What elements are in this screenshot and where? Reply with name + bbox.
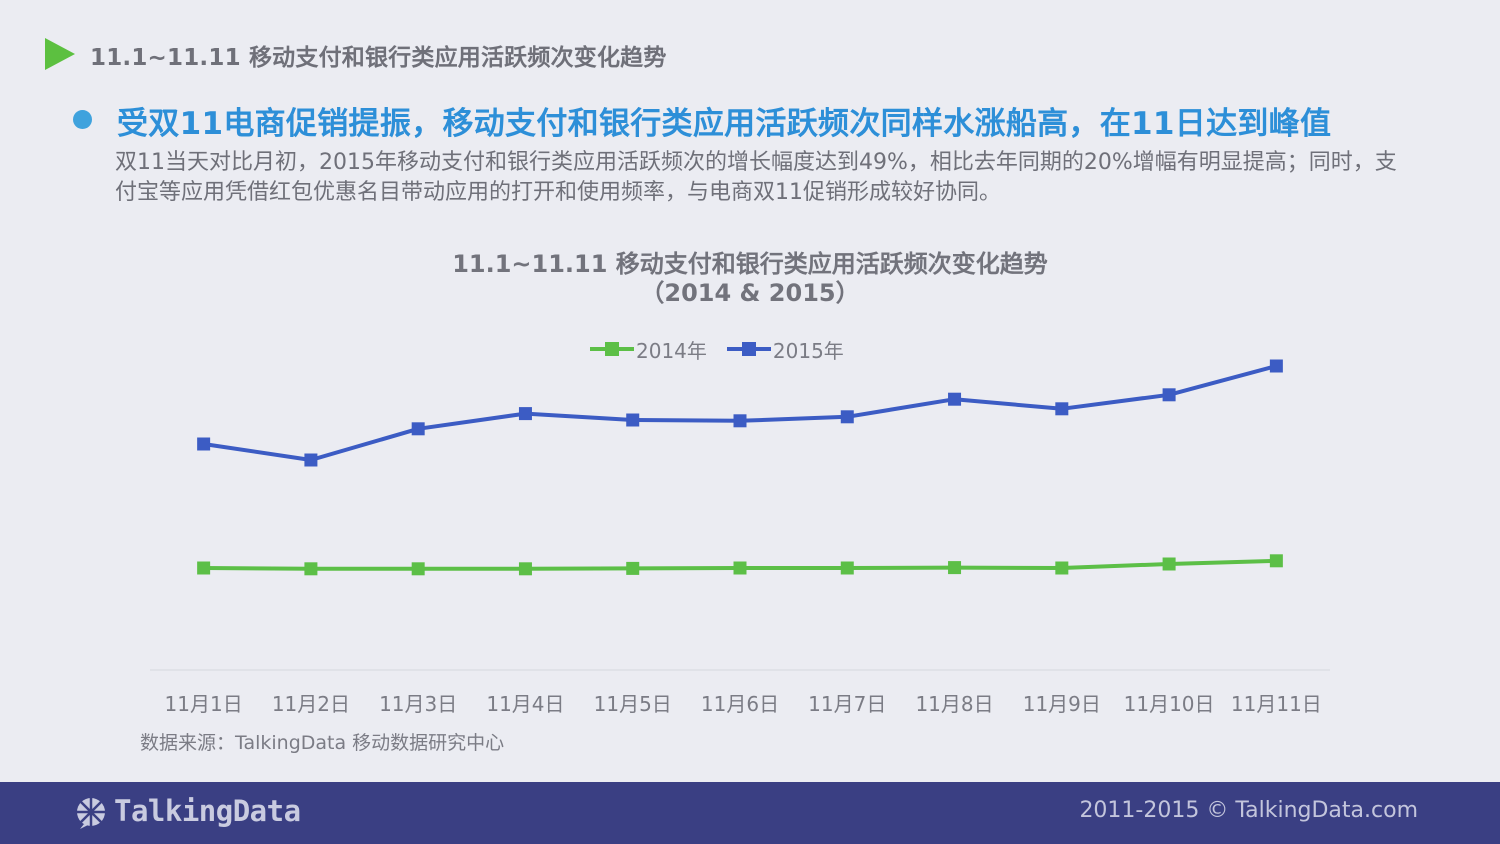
x-tick-label: 11月5日 <box>594 692 672 716</box>
legend-label-2014: 2014年 <box>636 338 707 363</box>
legend-swatch-2014 <box>590 339 634 359</box>
headline: 受双11电商促销提振，移动支付和银行类应用活跃频次同样水涨船高，在11日达到峰值 <box>117 106 1332 142</box>
copyright-text: 2011-2015 © TalkingData.com <box>1079 798 1418 823</box>
data-point-2015年 <box>197 437 211 451</box>
header-bar: 11.1~11.11 移动支付和银行类应用活跃频次变化趋势 <box>0 0 1500 100</box>
x-tick-label: 11月3日 <box>379 692 457 716</box>
chart-title: 11.1~11.11 移动支付和银行类应用活跃频次变化趋势 <box>452 250 1048 278</box>
legend-item-2014: 2014年 <box>590 335 707 364</box>
x-tick-label: 11月8日 <box>915 692 993 716</box>
data-point-2014年 <box>733 561 747 575</box>
data-point-2014年 <box>304 562 318 576</box>
x-tick-label: 11月2日 <box>272 692 350 716</box>
x-tick-label: 11月11日 <box>1231 692 1322 716</box>
x-tick-label: 11月1日 <box>165 692 243 716</box>
data-point-2015年 <box>411 422 425 436</box>
data-point-2014年 <box>1269 554 1283 568</box>
talkingdata-logo-icon <box>77 798 105 829</box>
data-point-2014年 <box>840 561 854 575</box>
data-point-2015年 <box>733 414 747 428</box>
section-title: 11.1~11.11 移动支付和银行类应用活跃频次变化趋势 <box>90 45 667 71</box>
data-point-2015年 <box>1269 359 1283 373</box>
chart-legend: 2014年 2015年 <box>590 335 864 364</box>
legend-swatch-2015 <box>726 339 771 359</box>
footer-bar <box>0 782 1500 844</box>
data-point-2015年 <box>626 413 640 427</box>
data-point-2015年 <box>304 453 318 467</box>
data-point-2014年 <box>411 562 425 576</box>
data-point-2015年 <box>840 410 854 424</box>
talkingdata-logo-text: TalkingData <box>114 794 301 828</box>
description-text: 双11当天对比月初，2015年移动支付和银行类应用活跃频次的增长幅度达到49%，… <box>115 150 1397 205</box>
x-tick-label: 11月10日 <box>1124 692 1215 716</box>
x-tick-label: 11月6日 <box>701 692 779 716</box>
x-tick-label: 11月7日 <box>808 692 886 716</box>
data-point-2014年 <box>626 561 640 575</box>
data-point-2014年 <box>948 561 962 575</box>
play-triangle-icon <box>45 38 75 70</box>
chart-subtitle: （2014 & 2015） <box>640 279 860 307</box>
data-point-2014年 <box>1162 557 1176 571</box>
bullet-dot-icon <box>73 110 92 129</box>
legend-item-2015: 2015年 <box>726 335 844 364</box>
x-tick-label: 11月4日 <box>486 692 564 716</box>
data-point-2015年 <box>518 407 532 421</box>
data-point-2015年 <box>948 392 962 406</box>
data-point-2014年 <box>518 562 532 576</box>
data-source-note: 数据来源：TalkingData 移动数据研究中心 <box>140 732 505 754</box>
data-point-2015年 <box>1162 388 1176 402</box>
data-point-2015年 <box>1055 402 1069 416</box>
data-point-2014年 <box>1055 561 1069 575</box>
series-line-2015年 <box>203 364 1277 462</box>
chart-title-block: 11.1~11.11 移动支付和银行类应用活跃频次变化趋势 （2014 & 20… <box>0 250 1500 308</box>
data-point-2014年 <box>197 561 211 575</box>
x-tick-label: 11月9日 <box>1023 692 1101 716</box>
legend-label-2015: 2015年 <box>772 338 844 363</box>
